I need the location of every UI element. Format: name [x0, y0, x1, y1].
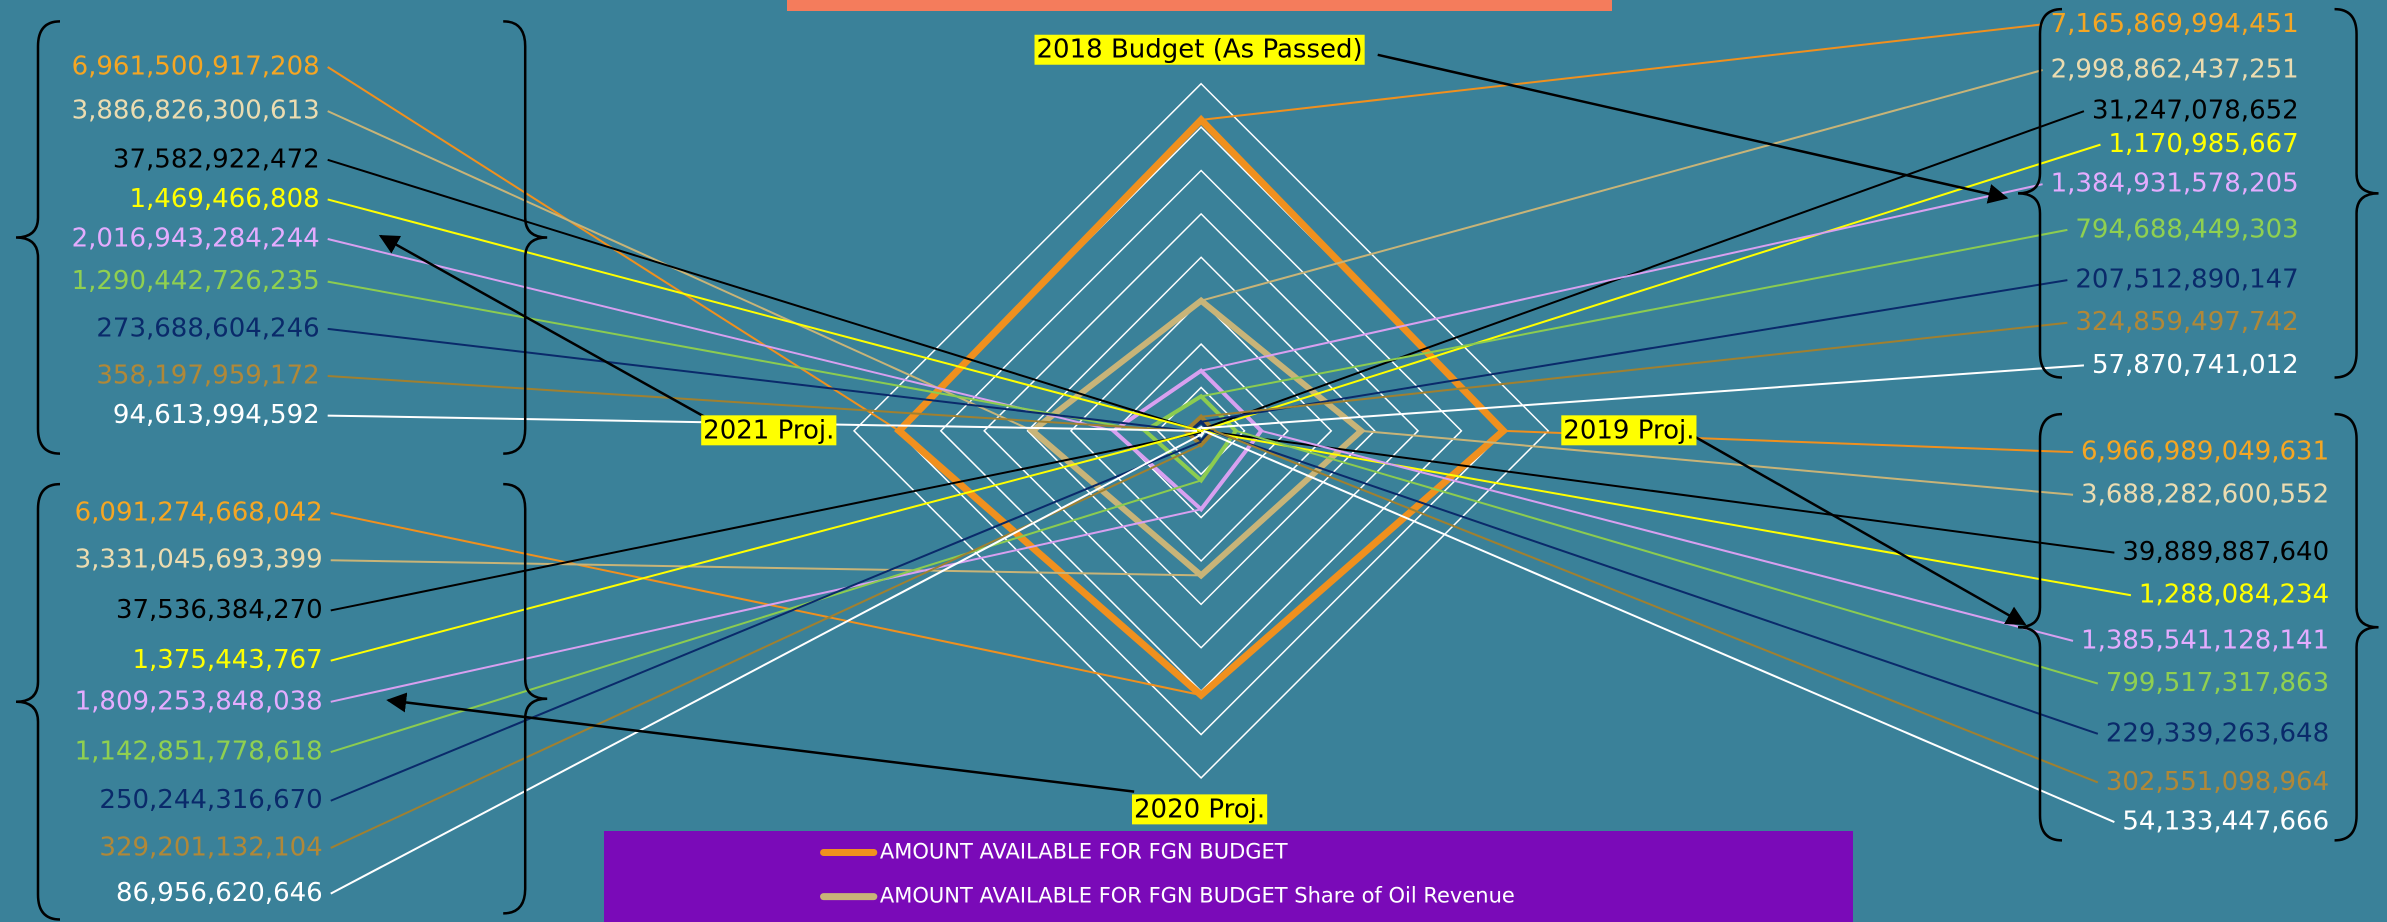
- axis-label-bg: [1132, 794, 1268, 825]
- leader-line: [327, 158, 1200, 432]
- axis-arrow: [1377, 53, 2009, 204]
- axis-arrow: [1689, 432, 2027, 626]
- leader-line: [1260, 429, 2074, 642]
- value-label: 6,961,500,917,208: [72, 51, 320, 81]
- value-label: 1,288,084,234: [2139, 580, 2329, 610]
- brace: [2334, 7, 2379, 379]
- title-bar: [787, 0, 1612, 11]
- value-label: 1,809,253,848,038: [75, 686, 323, 716]
- leader-line: [327, 198, 1202, 432]
- grid-ring: [1026, 256, 1376, 606]
- value-label: 1,384,931,578,205: [2051, 169, 2299, 199]
- leader-line: [327, 280, 1146, 432]
- axis-arrow: [386, 692, 1135, 793]
- value-label: 1,170,985,667: [2108, 129, 2298, 159]
- axis-label: 2020 Proj.: [1134, 794, 1265, 824]
- leader-line: [1201, 364, 2085, 430]
- leader-line: [1203, 429, 2115, 823]
- grid-ring: [852, 82, 1550, 779]
- grid-ring: [1113, 342, 1289, 519]
- value-label: 329,201,132,104: [99, 832, 322, 862]
- leader-line: [330, 431, 1202, 612]
- leader-line: [1200, 279, 2068, 423]
- legend-label: AMOUNT AVAILABLE FOR FGN BUDGET: [880, 840, 1288, 864]
- value-label: 37,536,384,270: [116, 595, 323, 625]
- leader-line: [1200, 69, 2043, 302]
- axis-label: 2019 Proj.: [1563, 415, 1694, 445]
- grid-ring: [1069, 299, 1333, 563]
- leader-line: [330, 440, 1202, 802]
- axis-label-bg: [1034, 34, 1365, 65]
- value-label: 229,339,263,648: [2106, 718, 2329, 748]
- leader-line: [330, 433, 1202, 895]
- leader-line: [1202, 429, 2115, 554]
- leader-line: [1200, 110, 2085, 431]
- value-label: 324,859,497,742: [2075, 307, 2298, 337]
- value-label: 1,142,851,778,618: [75, 737, 323, 767]
- leader-line: [327, 327, 1190, 432]
- value-label: 2,016,943,284,244: [72, 224, 320, 254]
- value-label: 794,688,449,303: [2075, 214, 2298, 244]
- value-label: 1,375,443,767: [133, 645, 323, 675]
- value-label: 94,613,994,592: [113, 400, 320, 430]
- value-label: 1,290,442,726,235: [72, 266, 320, 296]
- leader-line: [1201, 321, 2068, 418]
- value-label: 250,244,316,670: [99, 785, 322, 815]
- value-label: 273,688,604,246: [96, 313, 319, 343]
- leader-line: [330, 559, 1202, 577]
- value-label: 37,582,922,472: [113, 144, 320, 174]
- grid-ring: [983, 212, 1420, 649]
- brace: [15, 482, 61, 921]
- value-label: 358,197,959,172: [96, 361, 319, 391]
- value-label: 1,469,466,808: [129, 184, 319, 214]
- value-label: 54,133,447,666: [2122, 807, 2329, 837]
- axis-label-bg: [1561, 415, 1697, 446]
- value-label: 2,998,862,437,251: [2051, 55, 2299, 85]
- value-label: 57,870,741,012: [2092, 350, 2299, 380]
- leader-line: [1235, 429, 2099, 685]
- value-label: 31,247,078,652: [2092, 96, 2299, 126]
- axis-label: 2018 Budget (As Passed): [1037, 35, 1363, 65]
- value-label: 3,886,826,300,613: [72, 96, 320, 126]
- leader-line: [1213, 429, 2099, 784]
- axis-arrow: [378, 234, 709, 420]
- leader-line: [330, 479, 1202, 753]
- value-label: 3,331,045,693,399: [75, 545, 323, 575]
- brace: [2334, 412, 2379, 842]
- brace: [2017, 7, 2063, 379]
- leader-line: [1200, 23, 2043, 121]
- leader-line: [327, 238, 1114, 432]
- brace: [15, 20, 61, 455]
- leader-line: [327, 375, 1186, 432]
- axis-label-bg: [701, 415, 837, 446]
- legend-box: [604, 831, 1853, 922]
- leader-line: [330, 508, 1202, 703]
- leader-line: [1200, 143, 2101, 432]
- value-label: 86,956,620,646: [116, 878, 323, 908]
- leader-line: [330, 512, 1202, 697]
- value-label: 6,966,989,049,631: [2081, 437, 2329, 467]
- leader-line: [327, 110, 1033, 432]
- leader-line: [1200, 183, 2043, 372]
- leader-line: [1361, 429, 2074, 496]
- value-label: 3,688,282,600,552: [2081, 479, 2329, 509]
- value-label: 39,889,887,640: [2122, 537, 2329, 567]
- leader-line: [1210, 429, 2099, 735]
- value-label: 207,512,890,147: [2075, 265, 2298, 295]
- leader-line: [330, 429, 1202, 662]
- leader-lines: [327, 23, 2132, 895]
- value-label: 7,165,869,994,451: [2051, 9, 2299, 39]
- value-label: 302,551,098,964: [2106, 767, 2329, 797]
- value-label: 1,385,541,128,141: [2081, 625, 2329, 655]
- brace: [2017, 412, 2063, 842]
- value-label: 6,091,274,668,042: [75, 498, 323, 528]
- leader-line: [1200, 228, 2068, 398]
- value-label: 799,517,317,863: [2106, 668, 2329, 698]
- leader-line: [1200, 429, 2132, 597]
- axis-label: 2021 Proj.: [703, 415, 834, 445]
- leader-line: [330, 444, 1202, 849]
- legend-label: AMOUNT AVAILABLE FOR FGN BUDGET Share of…: [880, 884, 1515, 908]
